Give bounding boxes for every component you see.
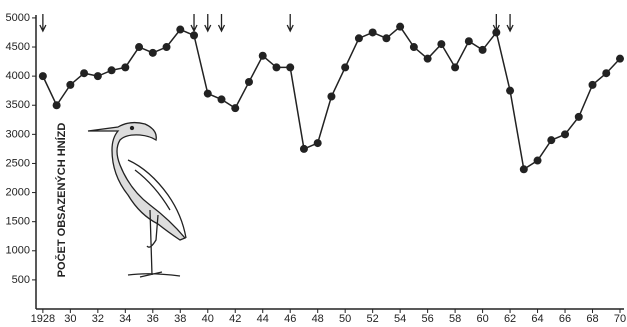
- x-tick-label: 64: [531, 313, 543, 325]
- x-tick-label: 32: [92, 313, 104, 325]
- x-tick-label: 62: [504, 313, 516, 325]
- data-point: [327, 92, 336, 101]
- y-tick-label: 2000: [6, 186, 30, 198]
- data-point: [519, 165, 528, 174]
- data-point: [66, 80, 75, 89]
- y-tick-label: 1000: [6, 245, 30, 257]
- data-point: [561, 130, 570, 139]
- data-point: [437, 40, 446, 49]
- x-tick-label: 52: [367, 313, 379, 325]
- y-tick-label: 3500: [6, 99, 30, 111]
- y-tick-label: 3000: [6, 128, 30, 140]
- x-tick-label: 48: [312, 313, 324, 325]
- data-point: [190, 31, 199, 40]
- data-point: [93, 72, 102, 81]
- data-point: [38, 72, 47, 81]
- x-tick-label: 68: [586, 313, 598, 325]
- y-tick-label: 500: [12, 274, 30, 286]
- data-point: [176, 25, 185, 34]
- y-tick-label: 4500: [6, 41, 30, 53]
- x-tick-label: 54: [394, 313, 406, 325]
- data-point: [121, 63, 130, 72]
- event-arrow: [39, 14, 47, 33]
- y-tick-label: 1500: [6, 216, 30, 228]
- data-point: [203, 89, 212, 98]
- x-tick-label: 1928: [31, 313, 55, 325]
- data-point: [423, 54, 432, 63]
- data-point: [341, 63, 350, 72]
- data-point: [272, 63, 281, 72]
- data-point: [162, 43, 171, 52]
- plot: 500 1000 1500 2000 2500 3000 3500 4000 4500 5000 1…: [6, 12, 627, 325]
- data-point: [492, 28, 501, 37]
- x-tick-label: 42: [229, 313, 241, 325]
- data-point: [244, 77, 253, 86]
- data-point: [368, 28, 377, 37]
- x-tick-label: 44: [257, 313, 269, 325]
- x-tick-label: 58: [449, 313, 461, 325]
- data-point: [547, 136, 556, 145]
- data-point: [616, 54, 624, 63]
- x-tick-label: 56: [421, 313, 433, 325]
- event-arrow: [190, 14, 198, 33]
- data-point: [464, 37, 473, 46]
- x-tick-label: 70: [614, 313, 626, 325]
- data-point: [313, 139, 322, 148]
- y-tick-label: 5000: [6, 12, 30, 24]
- x-tick-label: 40: [202, 313, 214, 325]
- data-point: [80, 69, 89, 78]
- x-tick-label: 46: [284, 313, 296, 325]
- data-point: [451, 63, 460, 72]
- data-point: [478, 45, 487, 54]
- x-tick-label: 60: [476, 313, 488, 325]
- data-point: [217, 95, 226, 104]
- x-tick-label: 38: [174, 313, 186, 325]
- data-point: [533, 156, 542, 165]
- x-tick-label: 66: [559, 313, 571, 325]
- data-point: [506, 86, 515, 95]
- data-point: [602, 69, 611, 78]
- event-arrow: [492, 14, 500, 33]
- data-point: [299, 144, 308, 153]
- x-tick-label: 50: [339, 313, 351, 325]
- event-arrow: [506, 14, 514, 33]
- x-tick-label: 30: [64, 313, 76, 325]
- data-point: [258, 51, 267, 60]
- y-tick-label: 4000: [6, 70, 30, 82]
- data-point: [409, 43, 418, 52]
- y-axis-label: POČET OBSAZENÝCH HNÍZD: [55, 123, 68, 278]
- data-point: [588, 80, 597, 89]
- event-arrow: [217, 14, 226, 33]
- data-point: [396, 22, 405, 31]
- data-point: [107, 66, 116, 75]
- data-point: [354, 34, 363, 43]
- data-point: [382, 34, 391, 43]
- y-tick-label: 2500: [6, 157, 30, 169]
- x-tick-label: 34: [119, 313, 131, 325]
- event-arrow: [286, 14, 294, 33]
- data-point: [574, 112, 583, 121]
- data-point: [135, 43, 144, 52]
- data-point: [148, 48, 157, 57]
- event-arrow: [204, 14, 212, 33]
- x-tick-label: 36: [147, 313, 159, 325]
- heron-illustration: [87, 121, 187, 278]
- data-point: [52, 101, 61, 110]
- data-point: [231, 104, 240, 113]
- data-point: [286, 63, 295, 72]
